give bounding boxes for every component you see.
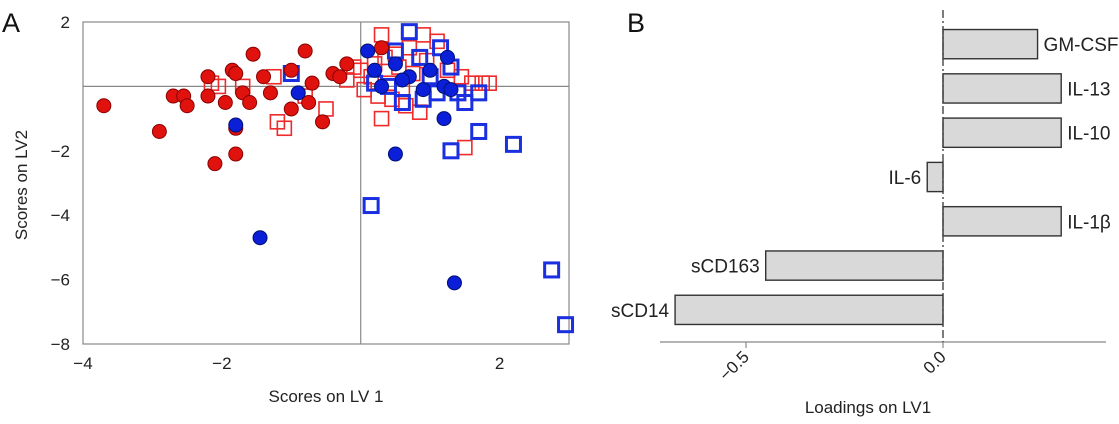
scatter-point-filled-circle-red xyxy=(301,95,317,110)
scatter-point-filled-circle-red xyxy=(245,46,261,62)
scatter-point-filled-circle-blue xyxy=(415,82,431,98)
loading-bar xyxy=(942,28,1039,60)
bar-category-label: IL-10 xyxy=(1067,124,1110,145)
scatter-point-filled-circle-red xyxy=(297,43,313,59)
y-tick-label: −4 xyxy=(51,206,70,225)
x-tick-label: 0.5 xyxy=(1117,347,1119,377)
scatter-point-open-square-blue xyxy=(470,84,488,102)
scatter-point-open-square-red xyxy=(457,139,473,156)
scatter-point-filled-circle-red xyxy=(151,123,167,139)
scatter-plot-panel-a: −4 −2 2 2 −2 −4 −6 −8 Scores on LV 1 Scores on … xyxy=(12,13,575,406)
bar-category-label: sCD14 xyxy=(611,301,670,322)
scatter-point-filled-circle-blue xyxy=(443,82,459,98)
y-tick-label: −2 xyxy=(51,142,70,161)
bar-category-label: GM-CSF xyxy=(1044,35,1119,56)
x-tick-label: −4 xyxy=(73,354,92,373)
x-tick-label: −0.5 xyxy=(716,347,753,384)
scatter-point-filled-circle-blue xyxy=(290,85,306,101)
scatter-point-filled-circle-blue xyxy=(228,117,244,133)
loading-bar xyxy=(942,205,1062,237)
scatter-point-filled-circle-red xyxy=(304,75,320,91)
scatter-point-open-square-blue xyxy=(504,135,522,153)
scatter-point-filled-circle-red xyxy=(315,114,331,130)
scatter-point-filled-circle-red xyxy=(200,69,216,85)
x-tick-label: 0.0 xyxy=(920,347,950,377)
scatter-point-open-square-red xyxy=(415,27,432,43)
bar-tick-labels: −0.5 0.0 0.5 xyxy=(716,342,1119,385)
scatter-point-open-square-blue xyxy=(470,122,488,140)
scatter-plot-frame xyxy=(82,21,570,345)
scatter-point-open-square-blue xyxy=(442,142,460,160)
scatter-point-filled-circle-red xyxy=(228,146,244,162)
reference-lines xyxy=(83,22,569,344)
scatter-point-filled-circle-blue xyxy=(440,49,455,65)
scatter-point-filled-circle-blue xyxy=(374,78,390,94)
loading-bars: GM-CSF IL-13 IL-10 IL-6 IL-1β sCD163 sCD14 xyxy=(611,10,1118,342)
loading-bar xyxy=(765,250,944,281)
scatter-point-filled-circle-red xyxy=(228,66,244,82)
scatter-point-open-square-blue xyxy=(411,48,429,66)
scatter-point-filled-circle-blue xyxy=(367,62,383,78)
scatter-point-open-square-blue xyxy=(400,23,418,41)
scatter-point-filled-circle-blue xyxy=(387,56,403,72)
loading-bar xyxy=(942,117,1062,149)
panel-a-letter: A xyxy=(2,8,20,38)
scatter-point-filled-circle-red xyxy=(374,40,390,56)
scatter-point-filled-circle-red xyxy=(207,156,223,172)
scatter-point-filled-circle-blue xyxy=(387,146,403,162)
scatter-point-open-square-blue xyxy=(456,94,474,111)
scatter-point-filled-circle-red xyxy=(200,88,216,104)
scatter-point-filled-circle-blue xyxy=(422,62,438,78)
scatter-point-open-square-blue xyxy=(362,197,380,215)
bar-x-axis-title: Loadings on LV1 xyxy=(805,398,931,417)
loading-bar xyxy=(942,73,1062,104)
scatter-point-open-square-red xyxy=(373,110,390,127)
x-axis-title: Scores on LV 1 xyxy=(269,387,384,406)
scatter-points xyxy=(96,23,575,334)
scatter-point-open-square-red xyxy=(481,75,497,91)
y-axis-title: Scores on LV2 xyxy=(12,130,31,240)
scatter-point-filled-circle-red xyxy=(242,95,258,110)
scatter-point-open-square-red xyxy=(373,27,390,43)
scatter-point-filled-circle-red xyxy=(96,98,112,114)
scatter-point-filled-circle-blue xyxy=(446,275,462,291)
x-tick-label: −2 xyxy=(212,354,231,373)
bar-category-label: IL-13 xyxy=(1067,79,1110,100)
loading-bar xyxy=(674,294,944,326)
scatter-point-filled-circle-red xyxy=(339,56,355,72)
x-tick-label: 2 xyxy=(495,354,504,373)
scatter-point-open-square-blue xyxy=(393,94,411,111)
scatter-point-filled-circle-blue xyxy=(252,230,268,246)
scatter-point-filled-circle-red xyxy=(179,98,195,114)
bar-category-label: sCD163 xyxy=(691,257,760,278)
scatter-point-open-square-red xyxy=(318,101,334,117)
scatter-point-filled-circle-blue xyxy=(436,111,452,127)
scatter-point-filled-circle-blue xyxy=(394,72,410,88)
panel-b-letter: B xyxy=(627,8,645,38)
scatter-point-open-square-red xyxy=(276,120,293,137)
scatter-point-filled-circle-red xyxy=(332,69,348,85)
scatter-point-filled-circle-red xyxy=(217,95,233,110)
loading-bar xyxy=(926,161,944,193)
scatter-point-filled-circle-red xyxy=(283,101,299,117)
scatter-point-filled-circle-red xyxy=(256,69,272,85)
bar-category-label: IL-6 xyxy=(888,168,921,189)
scatter-point-filled-circle-red xyxy=(283,62,299,78)
y-tick-label: −6 xyxy=(51,271,70,290)
scatter-point-filled-circle-blue xyxy=(360,43,376,59)
scatter-tick-labels: −4 −2 2 2 −2 −4 −6 −8 xyxy=(51,13,505,373)
bar-chart-panel-b: GM-CSF IL-13 IL-10 IL-6 IL-1β sCD163 sCD14 −0.… xyxy=(611,10,1119,417)
scatter-point-open-square-blue xyxy=(543,261,561,279)
scatter-point-open-square-blue xyxy=(557,316,575,334)
y-tick-label: −8 xyxy=(51,335,70,354)
bar-category-label: IL-1β xyxy=(1067,212,1111,233)
y-tick-label: 2 xyxy=(61,13,70,32)
scatter-point-filled-circle-red xyxy=(262,85,278,101)
